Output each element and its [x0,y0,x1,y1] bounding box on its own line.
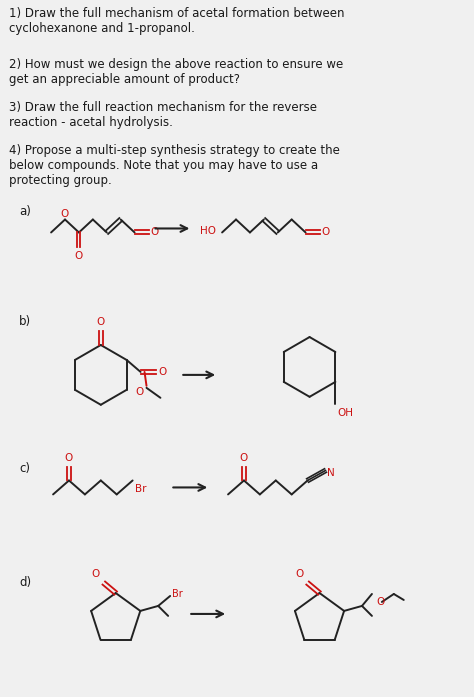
Text: HO: HO [200,227,216,236]
Text: O: O [135,387,144,397]
Text: O: O [60,208,68,219]
Text: 3) Draw the full reaction mechanism for the reverse
reaction - acetal hydrolysis: 3) Draw the full reaction mechanism for … [9,101,317,129]
Text: O: O [376,597,384,607]
Text: O: O [91,569,100,579]
Text: b): b) [19,315,31,328]
Text: O: O [75,252,83,261]
Text: c): c) [19,461,30,475]
Text: Br: Br [172,589,183,599]
Text: OH: OH [337,408,354,418]
Text: O: O [151,227,159,238]
Text: O: O [158,367,167,377]
Text: O: O [65,452,73,463]
Text: d): d) [19,576,31,589]
Text: a): a) [19,205,31,217]
Text: O: O [321,227,330,238]
Text: N: N [328,468,335,477]
Text: O: O [295,569,304,579]
Text: O: O [240,452,248,463]
Text: 1) Draw the full mechanism of acetal formation between
cyclohexanone and 1-propa: 1) Draw the full mechanism of acetal for… [9,8,345,36]
Text: 2) How must we design the above reaction to ensure we
get an appreciable amount : 2) How must we design the above reaction… [9,58,344,86]
Text: Br: Br [135,484,146,494]
Text: 4) Propose a multi-step synthesis strategy to create the
below compounds. Note t: 4) Propose a multi-step synthesis strate… [9,144,340,187]
Text: O: O [97,317,105,327]
